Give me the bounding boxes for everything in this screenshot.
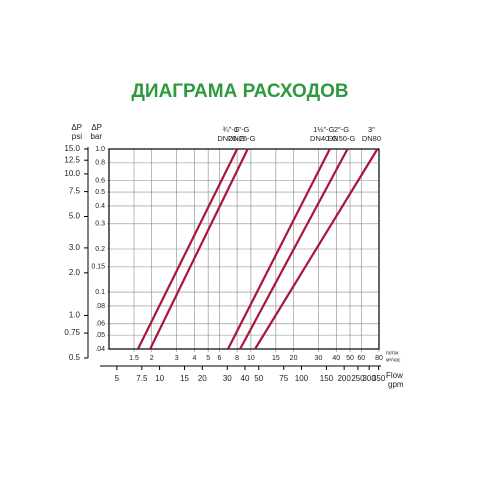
x-tick-label: 60 [357,355,365,362]
y-tick-label: 0.15 [91,264,105,271]
series-line [239,148,349,350]
x2-tick-label: 350 [372,374,386,383]
x-label: м³/час [386,357,401,363]
x2-tick-label: 5 [115,374,120,383]
y-tick-label: .05 [95,332,105,339]
y-tick-label: 0.6 [95,178,105,185]
y2-tick-label: 15.0 [64,144,80,153]
y2-tick-label: 0.75 [64,328,80,337]
x-tick-label: 30 [315,355,323,362]
x2-tick-label: 20 [198,374,207,383]
y2-tick-label: 2.0 [69,268,81,277]
x2-tick-label: 10 [155,374,164,383]
series-label: DN40-G [310,134,338,143]
x2-tick-label: 250 [351,374,365,383]
y-tick-label: 0.1 [95,289,105,296]
series-label: DN50-G [328,134,356,143]
x2-label: Flow [386,371,403,380]
x2-tick-label: 7.5 [136,374,148,383]
y-tick-label: 0.3 [95,221,105,228]
y2-tick-label: 12.5 [64,155,80,164]
y-label: bar [90,132,102,141]
y2-tick-label: 3.0 [69,243,81,252]
plot-frame [108,148,380,350]
chart-title: ДИАГРАМА РАСХОДОВ [131,81,348,102]
x-tick-label: 4 [192,355,196,362]
y2-label: psi [72,132,82,141]
y2-tick-label: 1.0 [69,311,81,320]
x2-label: gpm [388,380,404,389]
x-tick-label: 2 [150,355,154,362]
x-tick-label: 80 [375,355,383,362]
x2-tick-label: 15 [180,374,189,383]
y-label: ΔP [91,123,102,132]
x-label: поток [386,350,399,356]
x2-tick-label: 200 [337,374,351,383]
series-line [227,148,331,350]
y2-tick-label: 0.5 [69,353,81,362]
x-tick-label: 8 [235,355,239,362]
x2-tick-label: 150 [320,374,334,383]
y2-tick-label: 10.0 [64,169,80,178]
series-label: DN25-G [228,134,256,143]
series-label: DN80 [362,134,381,143]
x-tick-label: 15 [272,355,280,362]
x2-tick-label: 40 [241,374,250,383]
series-line [136,148,239,350]
series-label: 1½"-G [313,125,335,134]
y2-tick-label: 7.5 [69,187,81,196]
series-line [149,148,249,350]
x-tick-label: 50 [346,355,354,362]
x2-tick-label: 75 [279,374,288,383]
x-tick-label: 1.5 [129,355,139,362]
series-line [254,148,379,350]
y-tick-label: .04 [95,346,105,353]
y-tick-label: .06 [95,321,105,328]
x-tick-label: 40 [332,355,340,362]
x-tick-label: 6 [217,355,221,362]
y-tick-label: 0.5 [95,189,105,196]
series-label: ¾"-G [223,125,240,134]
y-tick-label: .08 [95,303,105,310]
y-tick-label: 0.8 [95,160,105,167]
y2-label: ΔP [71,123,82,132]
x-tick-label: 3 [175,355,179,362]
series-label: DN20-G [217,134,245,143]
series-label: 1"-G [234,125,249,134]
x-tick-label: 10 [247,355,255,362]
x2-tick-label: 50 [254,374,263,383]
x-tick-label: 5 [206,355,210,362]
x2-tick-label: 100 [295,374,309,383]
y-tick-label: 1.0 [95,146,105,153]
series-label: 3" [368,125,375,134]
series-label: 2"-G [334,125,349,134]
y2-tick-label: 5.0 [69,212,81,221]
x2-tick-label: 30 [223,374,232,383]
y-tick-label: 0.4 [95,203,105,210]
x2-tick-label: 300 [362,374,376,383]
x-tick-label: 20 [290,355,298,362]
y-tick-label: 0.2 [95,246,105,253]
